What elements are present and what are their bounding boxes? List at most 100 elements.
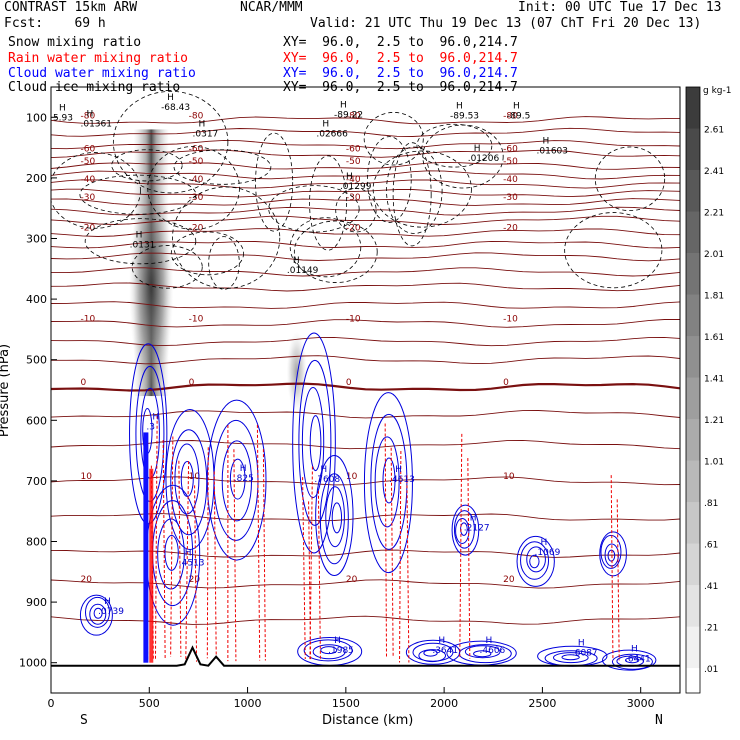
isotherm-line — [51, 301, 680, 309]
isotherm-label: -60 — [503, 145, 518, 155]
isotherm-label: -80 — [189, 111, 204, 121]
isotherm-label: -30 — [346, 193, 361, 203]
cloud-water-contour — [453, 510, 475, 549]
x-tick-label: 1500 — [332, 697, 360, 710]
extremum-label: -68.43 — [161, 103, 190, 113]
cloud-water-contour — [164, 534, 179, 571]
isotherm-line — [51, 170, 680, 180]
rain-water-contour — [170, 436, 174, 657]
extremum-label: .2127 — [464, 524, 490, 534]
colorbar-tick-label: 1.41 — [704, 375, 724, 385]
isotherm-line — [51, 267, 680, 277]
extremum-marker: H — [438, 636, 445, 646]
isotherm-label: -10 — [80, 314, 95, 324]
cloud-ice-contour — [564, 212, 663, 289]
extremum-marker: H — [86, 109, 93, 119]
rain-water-contour — [610, 475, 614, 661]
isotherm-label: -80 — [346, 111, 361, 121]
isotherm-line — [51, 513, 680, 522]
x-axis-label: Distance (km) — [322, 713, 414, 728]
cloud-water-contour — [292, 332, 336, 554]
extremum-marker: H — [240, 464, 247, 474]
extremum-label: -89.53 — [450, 112, 479, 122]
cloud-water-contour — [412, 642, 454, 662]
extremum-marker: H — [334, 636, 341, 646]
y-tick-label: 100 — [26, 111, 47, 124]
extremum-marker: H — [470, 514, 477, 524]
rain-water-contour — [459, 433, 463, 659]
cloud-water-contour — [552, 652, 589, 664]
isotherm-label: -50 — [189, 157, 204, 167]
cloud-ice-contour — [208, 236, 240, 290]
forecast-hour: Fcst: 69 h — [4, 16, 106, 31]
isotherm-line — [51, 240, 680, 249]
isotherm-label: -20 — [503, 223, 518, 233]
x-axis-start-label: S — [80, 713, 88, 728]
isotherm-label: -50 — [503, 157, 518, 167]
isotherm-label: -20 — [189, 223, 204, 233]
isotherm-label: 0 — [189, 378, 195, 388]
cloud-water-contour — [319, 473, 349, 565]
extremum-label: -89.22 — [334, 110, 363, 120]
extremum-label: .3 — [146, 422, 155, 432]
cloud-water-contour — [221, 440, 253, 522]
colorbar-swatch — [686, 668, 700, 711]
isotherm-label: -40 — [503, 175, 518, 185]
y-tick-label: 200 — [26, 172, 47, 185]
cloud-ice-contour — [51, 152, 141, 229]
extremum-marker: H — [395, 465, 402, 475]
rain-water-contour — [154, 415, 158, 660]
cloud-water-contour — [600, 534, 622, 569]
cloud-ice-contour — [422, 124, 504, 189]
cloud-ice-contour — [594, 146, 666, 212]
isotherm-label: -10 — [346, 314, 361, 324]
rain-water-contour — [162, 440, 166, 660]
cloud-water-contour — [561, 654, 580, 661]
cloud-water-contour — [625, 657, 640, 664]
cloud-ice-contour — [268, 185, 360, 233]
cloud-water-contour — [529, 554, 540, 569]
cloud-water-contour — [611, 653, 653, 670]
isotherm-label: 10 — [189, 472, 201, 482]
isotherm-label: -30 — [503, 193, 518, 203]
isotherm-label: -40 — [346, 175, 361, 185]
y-tick-label: 700 — [26, 475, 47, 488]
colorbar-swatch — [686, 294, 700, 337]
cloud-ice-contour — [172, 186, 281, 289]
colorbar-tick-label: .01 — [704, 665, 718, 675]
rain-water-contour — [206, 447, 209, 659]
y-axis-label: Pressure (hPa) — [0, 343, 13, 438]
colorbar-swatch — [686, 170, 700, 213]
colorbar-swatch — [686, 253, 700, 296]
cloud-ice-contour — [335, 188, 377, 233]
isotherm-label: -80 — [503, 111, 518, 121]
isotherm-line — [51, 252, 680, 262]
isotherm-label: -50 — [80, 157, 95, 167]
colorbar-tick-label: 1.01 — [704, 458, 724, 468]
colorbar-swatch — [686, 377, 700, 420]
extremum-marker: H — [513, 102, 520, 112]
cloud-ice-contour — [112, 90, 229, 194]
cloud-ice-contour — [79, 174, 197, 215]
rain-water-core — [149, 468, 154, 663]
cloud-water-contour — [206, 399, 267, 561]
cloud-ice-contour — [170, 231, 245, 276]
x-tick-label: 1000 — [234, 697, 262, 710]
cloud-ice-contour — [363, 111, 424, 166]
plot-frame — [50, 86, 681, 694]
colorbar-swatch — [686, 585, 700, 628]
cloud-ice-contour — [293, 220, 378, 283]
colorbar-swatch — [686, 543, 700, 586]
extremum-marker: H — [486, 636, 493, 646]
extremum-marker: H — [322, 120, 329, 130]
colorbar-swatch — [686, 460, 700, 503]
cloud-water-contour — [526, 546, 546, 573]
valid-time: Valid: 21 UTC Thu 19 Dec 13 (07 ChT Fri … — [310, 16, 702, 31]
field-name-snow: Snow mixing ratio — [8, 35, 142, 50]
cloud-ice-contour — [111, 149, 183, 182]
cloud-ice-contour — [173, 149, 272, 185]
terrain-line — [51, 645, 680, 667]
cloud-water-contour — [298, 359, 332, 526]
isotherm-label: 10 — [80, 472, 92, 482]
cloud-water-contour — [170, 429, 208, 536]
